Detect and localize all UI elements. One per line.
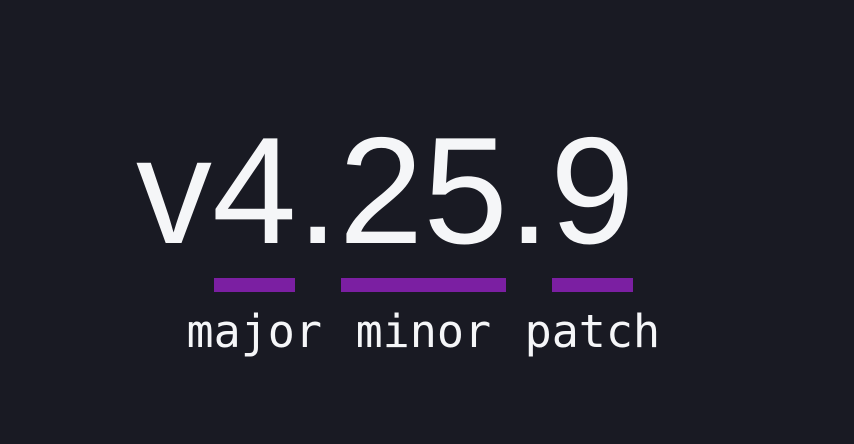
separator-dot: . bbox=[507, 106, 551, 276]
major-underline-bar bbox=[214, 278, 295, 292]
patch-label: patch bbox=[524, 305, 661, 358]
minor-value: 25 bbox=[338, 106, 508, 276]
separator-dot: . bbox=[296, 106, 339, 276]
version-major-part: 4 major bbox=[187, 115, 322, 354]
major-value: 4 bbox=[212, 106, 297, 276]
version-heading: v4 major .25 minor .9 patch bbox=[136, 106, 660, 354]
minor-underline-bar bbox=[340, 278, 506, 292]
version-minor-part: 25 minor bbox=[339, 115, 508, 354]
minor-label: minor bbox=[355, 305, 492, 358]
patch-value: 9 bbox=[550, 106, 635, 276]
major-label: major bbox=[186, 305, 322, 358]
version-prefix: v bbox=[136, 106, 212, 276]
patch-underline-bar bbox=[552, 278, 633, 292]
version-patch-part: 9 patch bbox=[525, 115, 660, 354]
